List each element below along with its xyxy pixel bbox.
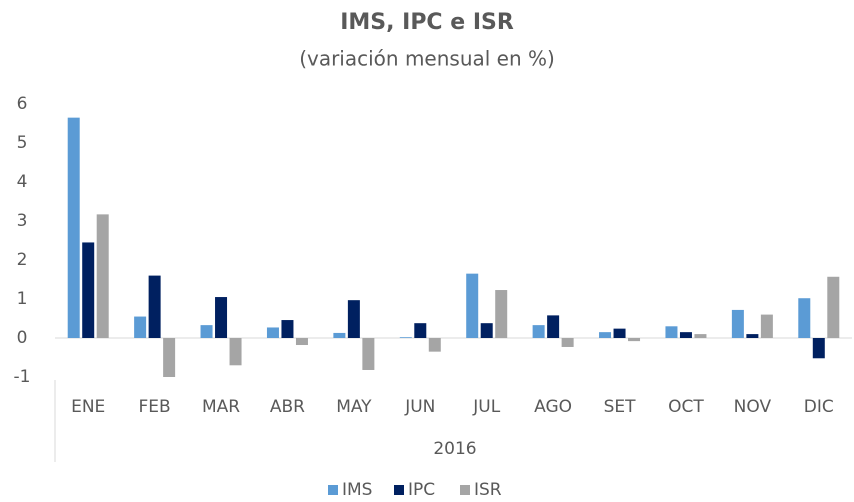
y-tick-label: 6: [17, 94, 28, 114]
bar: [679, 332, 692, 338]
bar: [414, 323, 427, 338]
bar: [798, 298, 811, 338]
x-tick-label: ENE: [71, 397, 105, 417]
y-tick-label: 5: [17, 133, 28, 153]
bar: [347, 300, 360, 338]
bar: [613, 328, 626, 338]
bar: [628, 338, 641, 342]
legend-swatch: [328, 485, 338, 495]
bar: [665, 326, 678, 338]
bar: [532, 325, 545, 338]
bar: [827, 276, 840, 338]
bar: [266, 327, 279, 338]
bar: [362, 338, 375, 370]
bar: [480, 323, 493, 338]
chart-title: IMS, IPC e ISR: [340, 10, 514, 35]
y-tick-label: -1: [14, 367, 31, 387]
bar: [96, 214, 109, 338]
bar: [399, 337, 412, 338]
bar: [200, 325, 213, 338]
bar: [281, 320, 294, 338]
legend-label: IPC: [408, 480, 435, 500]
bar: [163, 338, 176, 377]
bar: [731, 309, 744, 338]
bar: [215, 297, 228, 338]
x-tick-label: JUN: [404, 397, 435, 417]
x-tick-label: ABR: [270, 397, 305, 417]
legend-label: IMS: [342, 480, 372, 500]
bar: [134, 316, 147, 338]
y-tick-label: 1: [17, 289, 28, 309]
chart-subtitle: (variación mensual en %): [299, 47, 555, 71]
bar: [428, 338, 441, 352]
legend-label: ISR: [474, 480, 502, 500]
x-tick-label: AGO: [534, 397, 572, 417]
bar: [495, 290, 508, 338]
bar: [148, 275, 161, 338]
bar: [760, 314, 773, 338]
bar: [746, 334, 759, 338]
bar: [561, 338, 574, 347]
x-tick-label: SET: [604, 397, 637, 417]
bar: [547, 315, 560, 338]
bar: [67, 117, 80, 339]
bar: [694, 334, 707, 338]
x-tick-label: DIC: [804, 397, 834, 417]
bar: [599, 332, 612, 338]
x-tick-label: OCT: [668, 397, 704, 417]
bar: [295, 338, 308, 346]
y-tick-label: 2: [17, 250, 28, 270]
x-tick-label: FEB: [139, 397, 171, 417]
bar: [82, 242, 95, 338]
x-tick-label: MAR: [202, 397, 240, 417]
legend-swatch: [394, 485, 404, 495]
y-tick-label: 3: [17, 211, 28, 231]
x-tick-label: MAY: [336, 397, 372, 417]
x-tick-label: NOV: [734, 397, 772, 417]
legend-swatch: [460, 485, 470, 495]
bar: [333, 332, 346, 338]
x-axis-label: 2016: [433, 439, 476, 459]
x-tick-label: JUL: [472, 397, 500, 417]
bar: [466, 273, 479, 338]
y-tick-label: 4: [17, 172, 28, 192]
bar: [229, 338, 242, 366]
bar: [812, 338, 825, 359]
y-tick-label: 0: [17, 328, 28, 348]
